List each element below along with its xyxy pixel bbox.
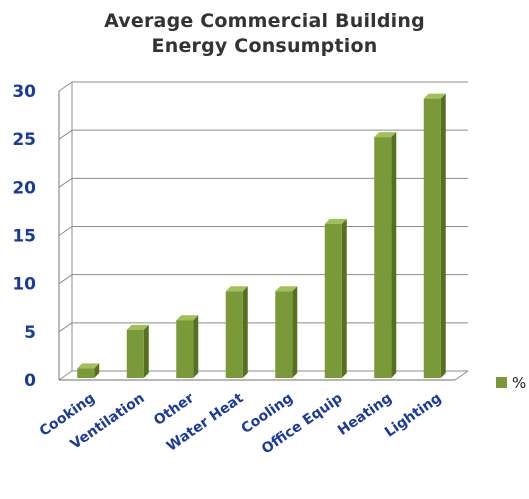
bar-side-ventilation xyxy=(143,324,149,378)
bar-side-cooling xyxy=(292,286,298,378)
bar-side-cooking xyxy=(94,363,100,378)
floor-right-edge xyxy=(454,370,469,381)
gridline-side-3 xyxy=(58,226,73,236)
bar-side-water-heat xyxy=(242,286,248,378)
y-tick-label: 10 xyxy=(12,275,36,295)
bar-top-ventilation xyxy=(126,324,149,330)
bar-lighting xyxy=(423,98,441,378)
y-tick-label: 5 xyxy=(24,323,36,343)
y-tick-label: 20 xyxy=(12,178,36,198)
bar-cooking xyxy=(77,368,95,378)
gridline-side-2 xyxy=(58,274,73,285)
chart-title-line-2: Energy Consumption xyxy=(151,35,378,57)
bar-top-lighting xyxy=(423,93,446,99)
bar-side-heating xyxy=(391,132,397,378)
bar-heating xyxy=(374,137,392,378)
bar-water-heat xyxy=(225,291,243,378)
bar-office-equip xyxy=(324,223,342,378)
gridline-side-4 xyxy=(58,177,73,188)
y-tick-label: 0 xyxy=(24,371,36,391)
bar-ventilation xyxy=(126,329,144,378)
bar-top-heating xyxy=(374,132,397,138)
y-tick-label: 25 xyxy=(12,130,36,150)
bar-side-office-equip xyxy=(341,218,347,378)
gridline-side-6 xyxy=(58,81,73,92)
bar-side-lighting xyxy=(440,93,446,378)
bar-top-other xyxy=(176,315,199,321)
y-tick-label: 30 xyxy=(12,82,36,102)
bar-top-water-heat xyxy=(225,286,248,292)
bar-side-other xyxy=(193,315,199,378)
gridline-side-0 xyxy=(58,370,73,381)
gridline-side-5 xyxy=(58,129,73,140)
bar-top-cooking xyxy=(77,363,100,369)
legend-swatch xyxy=(496,377,507,388)
x-tick-label: Lighting xyxy=(382,390,445,440)
bar-other xyxy=(176,320,194,378)
gridline-side-1 xyxy=(58,322,73,333)
bar-top-office-equip xyxy=(324,218,347,224)
bar-top-cooling xyxy=(275,286,298,292)
bar-cooling xyxy=(275,291,293,378)
y-tick-label: 15 xyxy=(12,227,36,247)
chart-title-line-1: Average Commercial Building xyxy=(104,10,425,32)
legend-label: % xyxy=(512,374,526,392)
